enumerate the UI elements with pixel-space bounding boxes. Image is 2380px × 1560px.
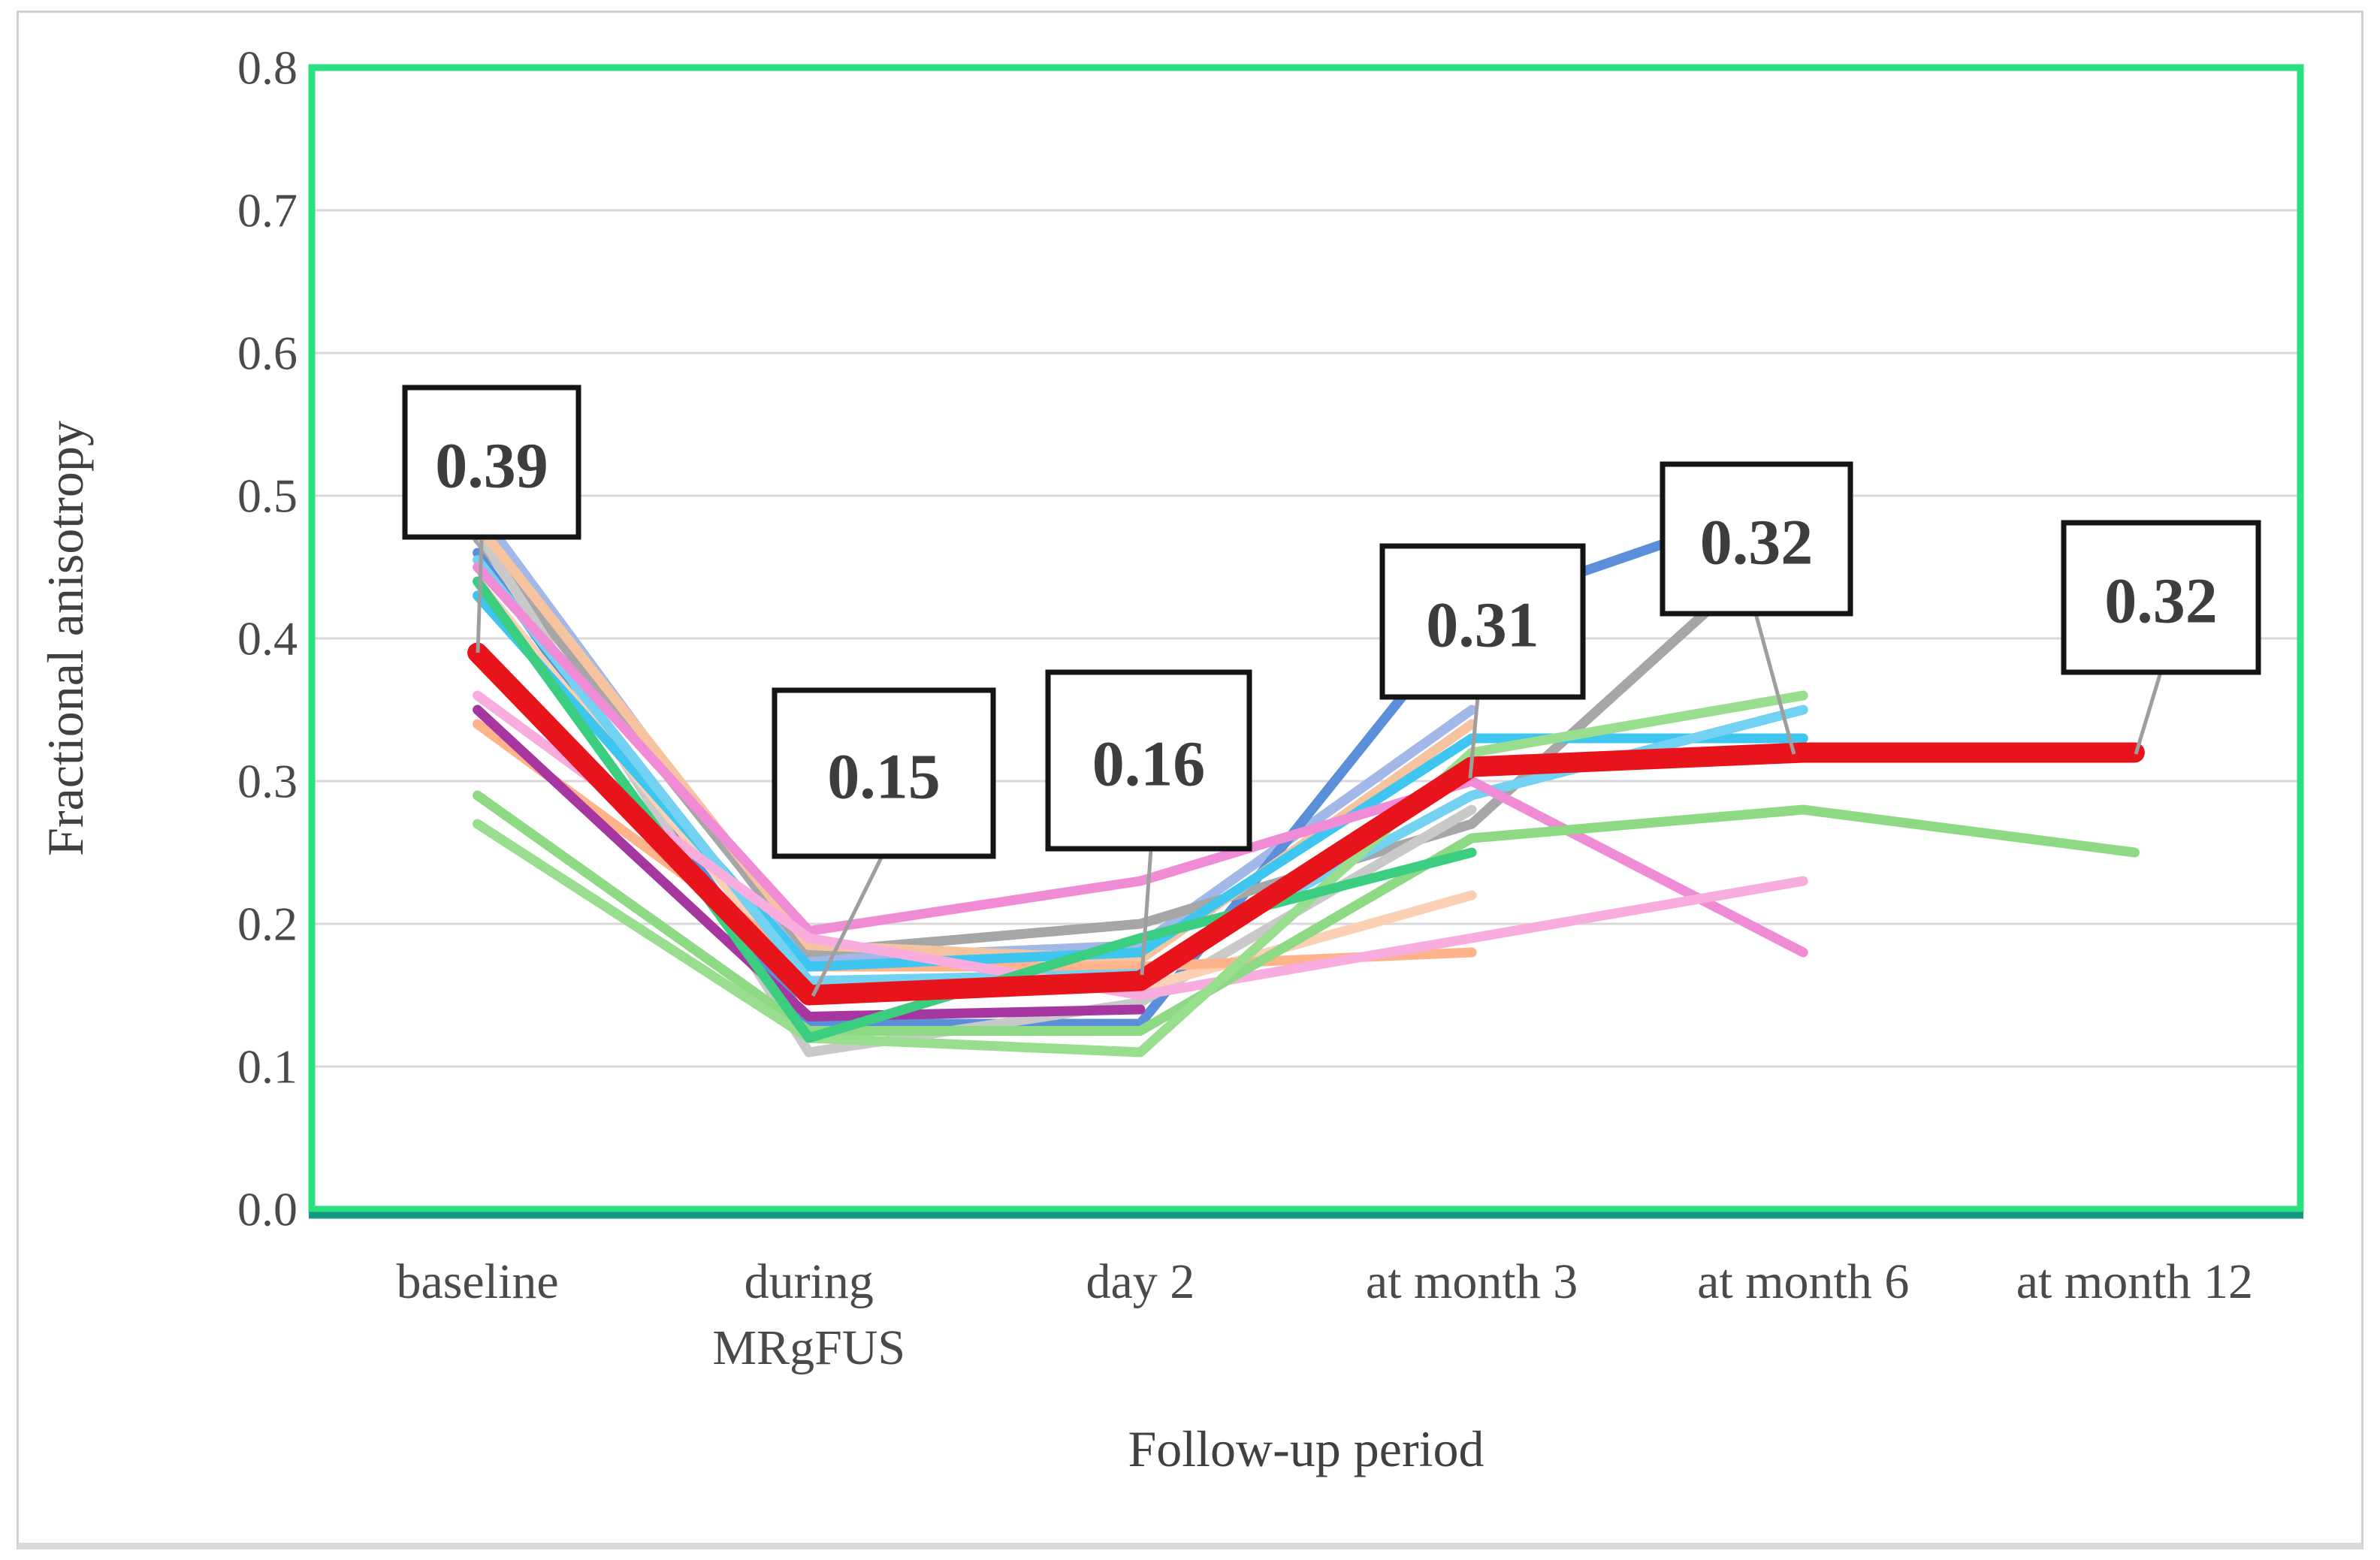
line-patient-purple <box>473 705 1146 1021</box>
data-label-leader-1 <box>811 855 884 997</box>
data-label-value-1: 0.15 <box>827 741 941 813</box>
y-tick-label: 0.8 <box>237 41 298 95</box>
data-label-box-4 <box>1660 461 1853 617</box>
data-label-box-2 <box>1045 669 1252 852</box>
x-category-label-4: at month 6 <box>1697 1254 1909 1309</box>
data-label-value-4: 0.32 <box>1700 506 1814 578</box>
data-label-leader-2 <box>1140 848 1153 976</box>
data-label-value-0: 0.39 <box>435 430 548 502</box>
x-category-label-0: baseline <box>396 1254 558 1309</box>
data-label-leader-3 <box>1468 696 1480 779</box>
y-tick-label: 0.1 <box>237 1040 298 1094</box>
y-tick-label: 0.4 <box>237 612 298 665</box>
data-label-leader-5 <box>2134 671 2163 755</box>
y-tick-label: 0.0 <box>237 1183 298 1236</box>
y-axis-title: Fractional anisotropy <box>37 421 94 856</box>
data-label-value-2: 0.16 <box>1092 728 1206 800</box>
data-label-value-3: 0.31 <box>1426 589 1539 661</box>
y-tick-label: 0.6 <box>237 327 298 380</box>
line-patient-orchid <box>473 562 1808 958</box>
data-label-box-3 <box>1379 543 1586 700</box>
x-category-label-3: at month 3 <box>1366 1254 1578 1309</box>
data-label-leader-0 <box>476 539 484 653</box>
y-tick-label: 0.5 <box>237 469 298 523</box>
line-patient-light-pink <box>473 690 1808 1000</box>
data-label-box-1 <box>772 687 996 859</box>
x-category-label-1: during <box>745 1254 874 1309</box>
y-tick-label: 0.7 <box>237 184 298 237</box>
data-label-value-5: 0.32 <box>2104 565 2218 637</box>
x-category-label-5: at month 12 <box>2016 1254 2253 1309</box>
data-label-box-0 <box>402 385 581 540</box>
line-patient-green <box>473 790 2140 1036</box>
data-label-box-5 <box>2061 520 2261 675</box>
line-mean-fractional-anisotropy <box>467 642 2145 1006</box>
data-label-leader-4 <box>1753 613 1796 755</box>
plot-border <box>308 64 2304 1213</box>
y-tick-label: 0.2 <box>237 898 298 951</box>
x-axis-title: Follow-up period <box>1128 1420 1484 1477</box>
y-tick-label: 0.3 <box>237 755 298 808</box>
x-category-label-1-line2: MRgFUS <box>712 1320 905 1375</box>
line-patient-green-2 <box>473 690 1808 1058</box>
x-category-label-2: day 2 <box>1086 1254 1195 1309</box>
